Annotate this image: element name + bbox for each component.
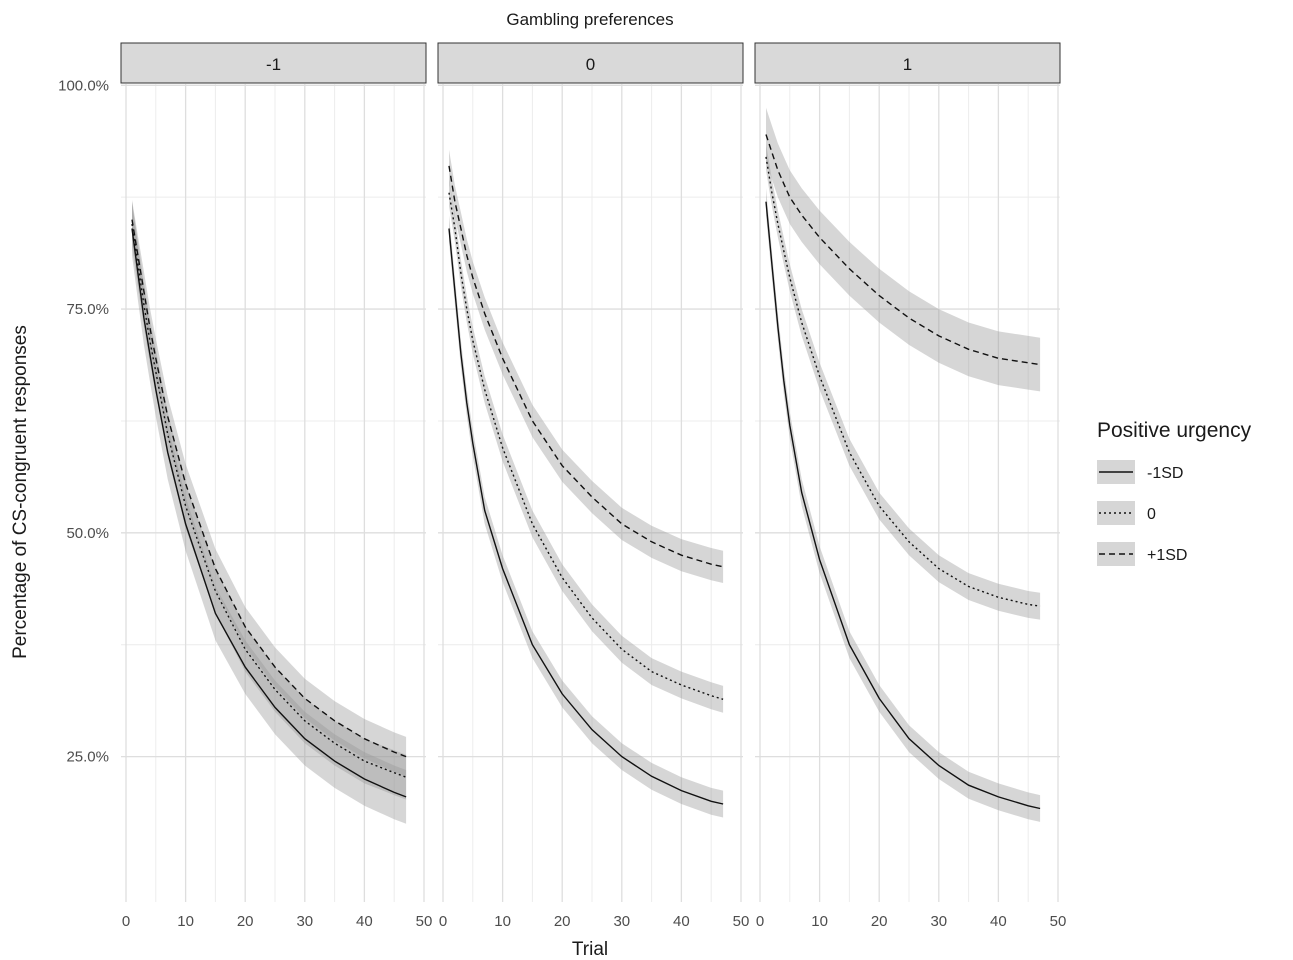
x-tick-label: 20 [554, 913, 571, 930]
legend: Positive urgency -1SD 0 +1SD [1097, 419, 1252, 566]
ci-ribbon [132, 201, 407, 800]
x-tick-label: 10 [811, 913, 828, 930]
series-line [131, 228, 407, 798]
series-line [448, 165, 724, 568]
x-tick-label: 30 [296, 913, 313, 930]
facet-strip-label: 0 [586, 55, 595, 74]
x-tick-label: 50 [416, 913, 433, 930]
facet-strip-label: 1 [903, 55, 912, 74]
facet-panel: 10 10 20 30 40 50 [754, 42, 1067, 930]
facet-strip-label: -1 [266, 55, 281, 74]
x-tick-label: 40 [990, 913, 1007, 930]
series-line [131, 219, 407, 758]
x-tick-label: 20 [237, 913, 254, 930]
x-tick-label: 40 [356, 913, 373, 930]
ci-ribbon [766, 143, 1041, 620]
series-line [765, 156, 1041, 607]
legend-entry: +1SD [1097, 542, 1187, 566]
x-tick-label: 50 [733, 913, 750, 930]
legend-entry: 0 [1097, 501, 1156, 525]
x-tick-label: 0 [122, 913, 130, 930]
x-axis-title: Trial [572, 939, 608, 960]
facet-strip [754, 42, 1061, 84]
x-tick-label: 0 [439, 913, 447, 930]
series-line [448, 192, 724, 700]
legend-title: Positive urgency [1097, 419, 1252, 442]
x-tick-label: 30 [613, 913, 630, 930]
ci-ribbon [766, 107, 1041, 392]
y-tick-label: 50.0% [66, 525, 109, 542]
facet-panel: -1 0 10 20 30 40 50 [120, 42, 433, 930]
x-tick-label: 10 [177, 913, 194, 930]
legend-label: -1SD [1147, 465, 1183, 482]
series-line [448, 228, 724, 805]
x-tick-label: 10 [494, 913, 511, 930]
x-tick-label: 30 [930, 913, 947, 930]
ci-ribbon [449, 179, 724, 713]
x-tick-label: 20 [871, 913, 888, 930]
series-line [131, 223, 407, 778]
series-line [765, 134, 1041, 366]
legend-label: 0 [1147, 506, 1156, 523]
ci-ribbon [449, 149, 724, 583]
chart-title: Gambling preferences [506, 10, 673, 29]
y-tick-label: 25.0% [66, 749, 109, 766]
legend-label: +1SD [1147, 547, 1187, 564]
series-line [765, 201, 1041, 810]
facet-strip [437, 42, 744, 84]
x-tick-label: 40 [673, 913, 690, 930]
legend-entry: -1SD [1097, 460, 1183, 484]
y-tick-label: 100.0% [58, 77, 109, 94]
y-tick-label: 75.0% [66, 301, 109, 318]
y-axis-title: Percentage of CS-congruent responses [10, 325, 31, 659]
facet-panel: 0 0 10 20 30 40 50 [437, 42, 750, 930]
x-tick-label: 0 [756, 913, 764, 930]
x-tick-label: 50 [1050, 913, 1067, 930]
facet-strip [120, 42, 427, 84]
